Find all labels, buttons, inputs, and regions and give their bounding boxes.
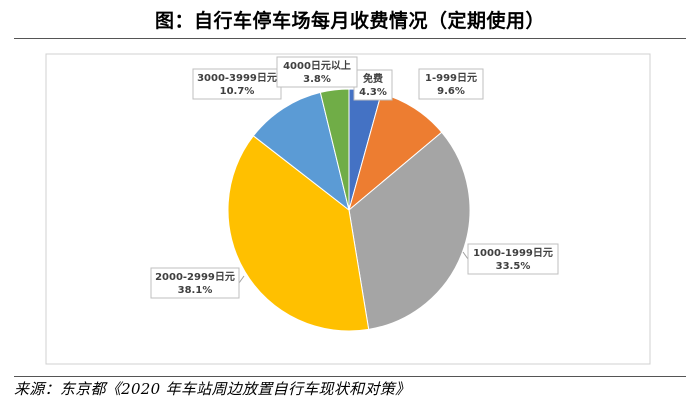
slice-value-label: 3.8% [303,74,331,85]
title-divider [14,38,686,39]
slice-value-label: 33.5% [496,261,531,272]
data-label-box-3 [467,243,559,275]
slice-value-label: 10.7% [220,86,255,97]
data-label-box-6 [276,56,358,88]
pie-slice-6 [319,88,350,211]
pie-slice-4 [227,135,370,332]
leader-line [238,275,245,284]
slice-category-label: 4000日元以上 [283,59,351,72]
source-note: 来源：东京都《2020 年车站周边放置自行车现状和对策》 [14,380,411,398]
leader-line [462,251,469,260]
data-label-box-1 [353,69,393,101]
slice-category-label: 3000-3999日元 [197,72,277,84]
slice-value-label: 38.1% [178,285,213,296]
slice-category-label: 1000-1999日元 [473,247,553,259]
slice-category-label: 1-999日元 [425,72,477,84]
pie-slice-3 [348,131,471,330]
chart-title: 图：自行车停车场每月收费情况（定期使用） [154,10,545,32]
pie-slice-5 [252,91,350,212]
slice-category-label: 2000-2999日元 [155,271,235,283]
source-divider [14,376,686,377]
slice-value-label: 4.3% [359,87,387,98]
slice-category-label: 免费 [363,72,383,85]
data-label-box-4 [150,267,240,299]
slice-value-label: 9.6% [437,86,465,97]
data-label-box-5 [192,68,282,100]
data-label-box-2 [418,68,484,100]
